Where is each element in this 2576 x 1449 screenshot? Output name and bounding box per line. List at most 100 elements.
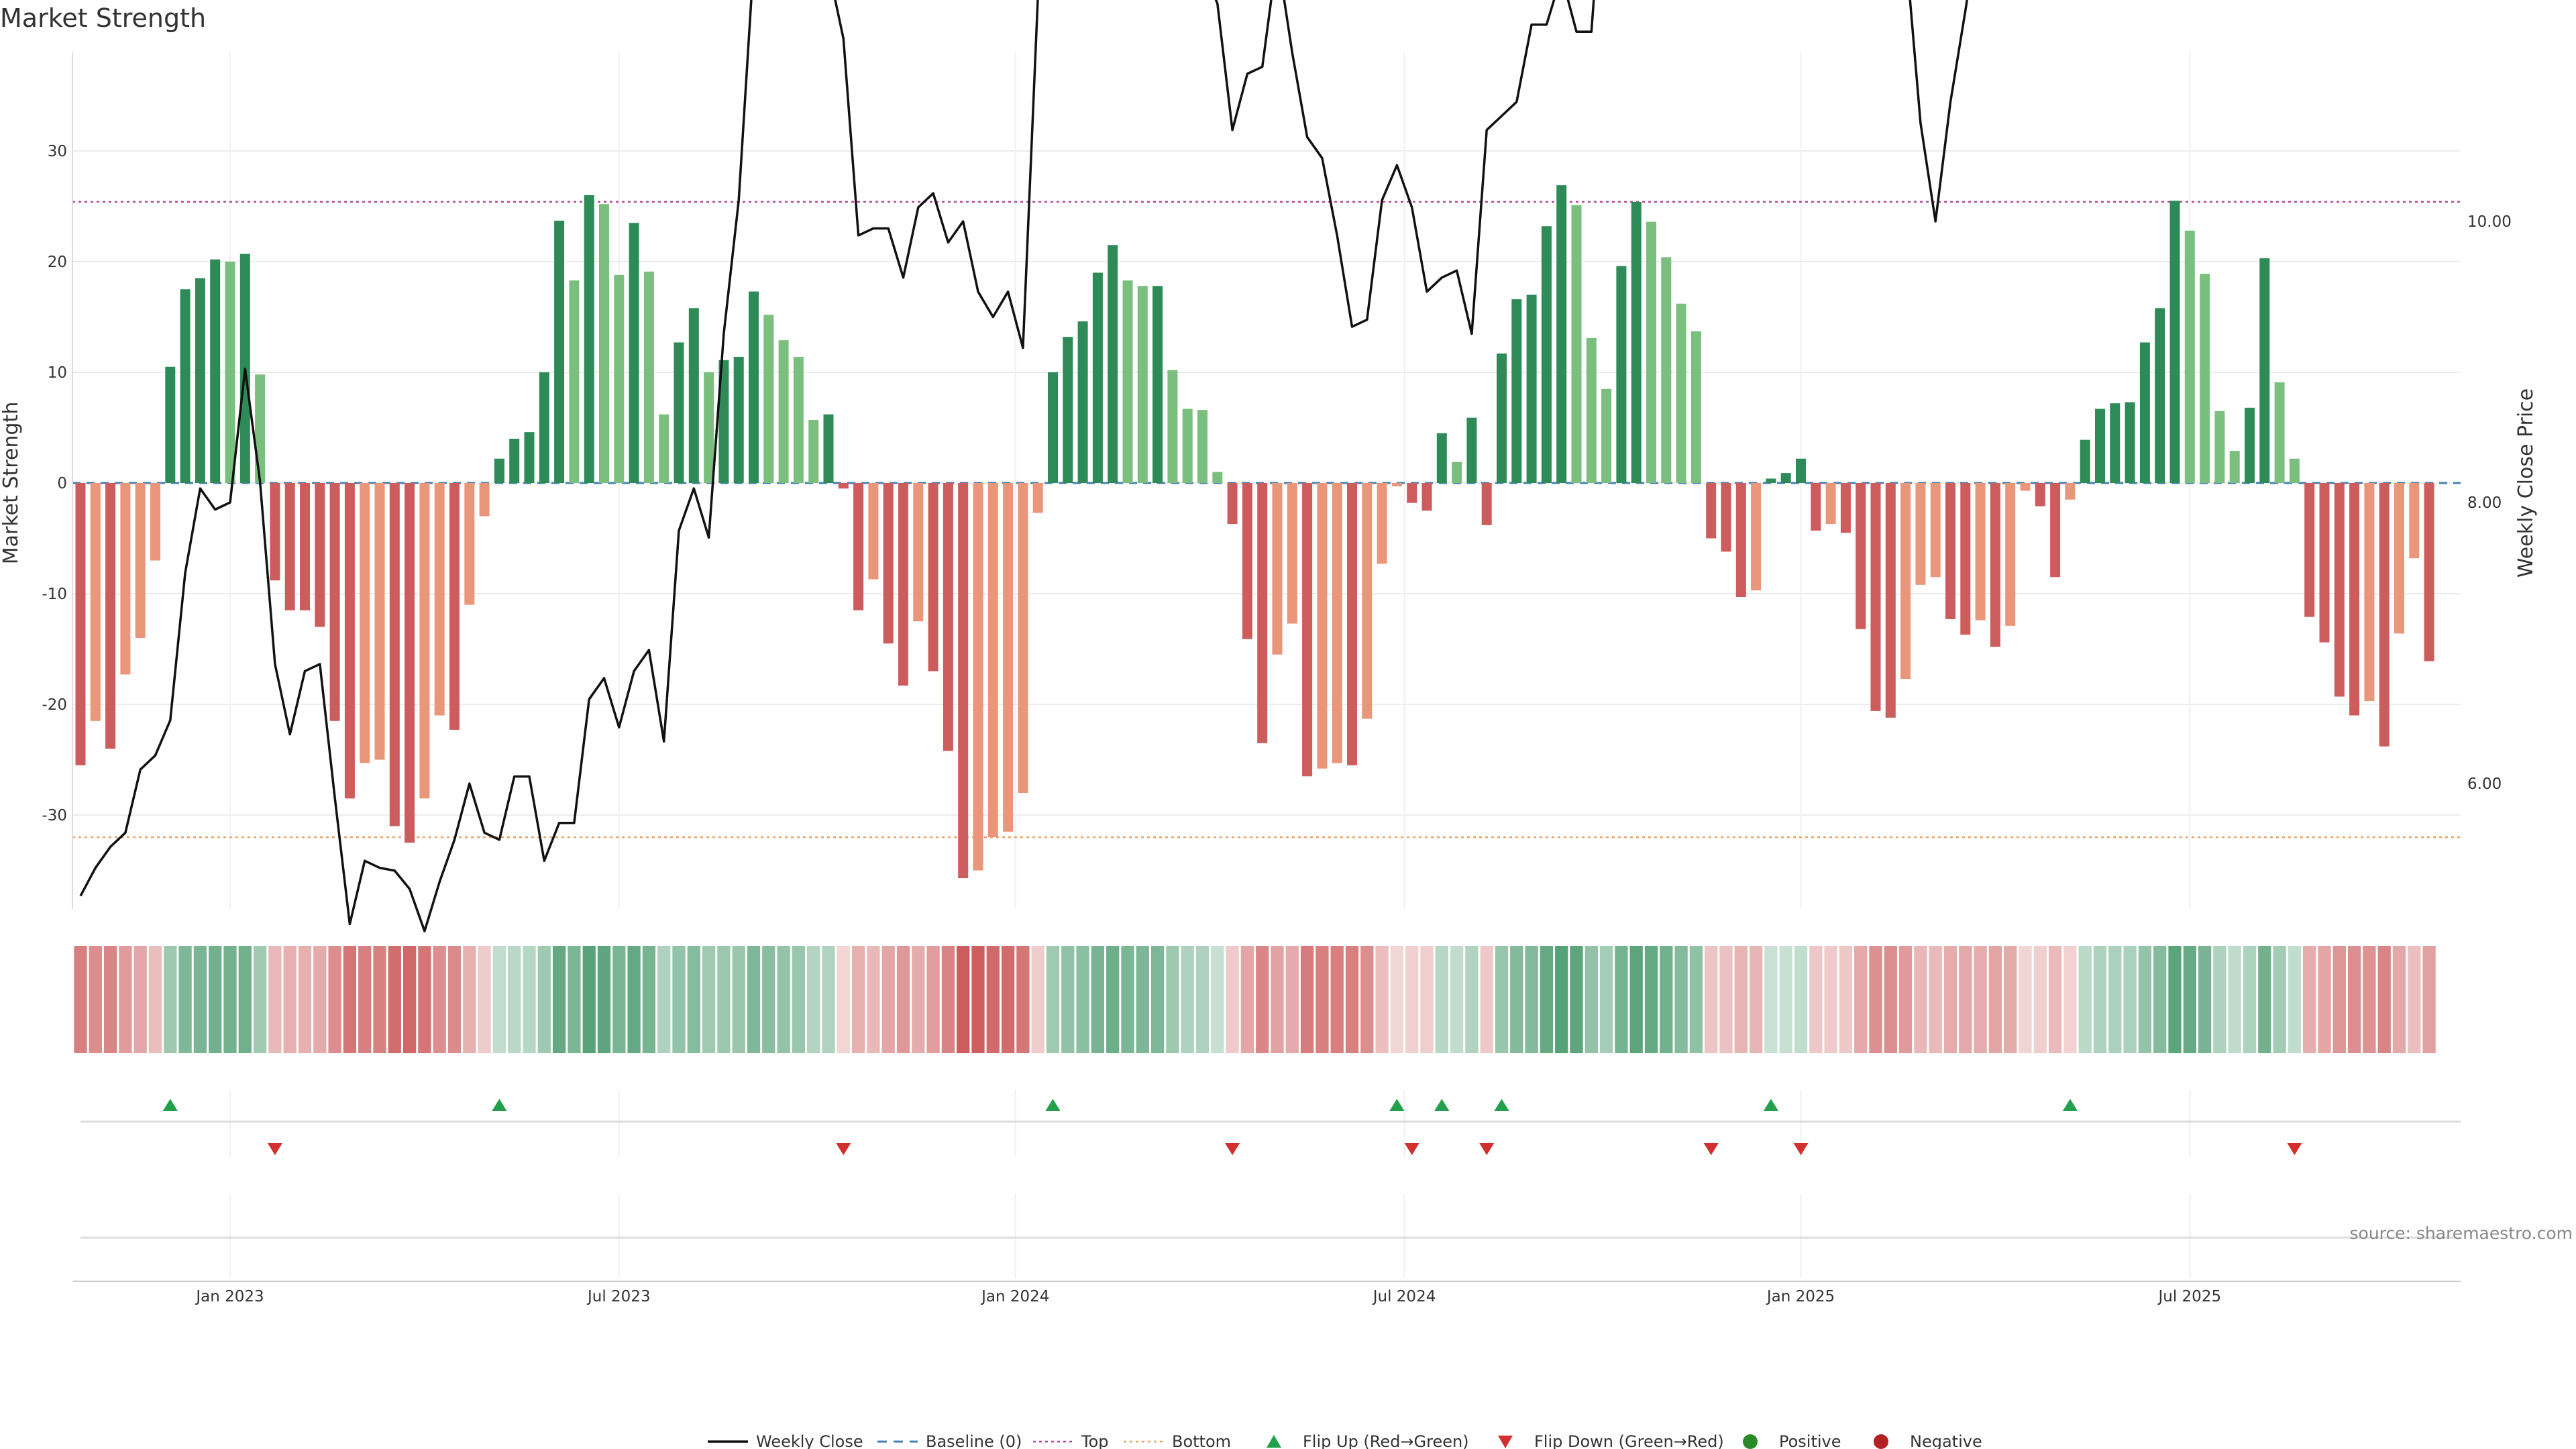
- heat-cell: [1390, 946, 1404, 1053]
- y2-tick-label: 10.00: [2467, 213, 2512, 231]
- strength-bar: [1108, 245, 1118, 483]
- heat-cell: [837, 946, 850, 1053]
- heat-cell: [552, 946, 566, 1053]
- x-tick-label: Jul 2023: [586, 1288, 651, 1305]
- strength-bar: [150, 483, 160, 561]
- strength-bar: [928, 483, 938, 672]
- heat-cell: [2198, 946, 2212, 1053]
- heat-cell: [1510, 946, 1523, 1053]
- heat-cell: [2004, 946, 2017, 1053]
- heat-cell: [1076, 946, 1089, 1053]
- heat-cell: [1555, 946, 1568, 1053]
- heat-cell: [2078, 946, 2092, 1053]
- strength-bar: [180, 289, 191, 483]
- strength-bar: [838, 483, 849, 489]
- heat-cell: [74, 946, 87, 1053]
- heat-cell: [2048, 946, 2062, 1053]
- chart-title: Market Strength: [0, 3, 206, 33]
- heat-cell: [1749, 946, 1763, 1053]
- heat-cell: [358, 946, 372, 1053]
- flip-down-marker: [1479, 1143, 1495, 1155]
- heat-cell: [867, 946, 880, 1053]
- heat-cell: [1181, 946, 1194, 1053]
- strength-bar: [524, 432, 535, 483]
- strength-bar: [2259, 258, 2270, 483]
- strength-bar: [659, 414, 669, 483]
- heat-cell: [328, 946, 341, 1053]
- heat-cell: [1375, 946, 1389, 1053]
- strength-bar: [1197, 410, 1208, 483]
- strength-bar: [1840, 483, 1851, 533]
- strength-bar: [1721, 483, 1731, 552]
- heat-cell: [582, 946, 596, 1053]
- legend-label: Flip Down (Green→Red): [1534, 1432, 1724, 1449]
- legend-label: Weekly Close: [756, 1432, 863, 1449]
- strength-bar: [987, 483, 998, 837]
- heat-cell: [1674, 946, 1688, 1053]
- legend-label: Top: [1081, 1432, 1109, 1449]
- heat-cell: [164, 946, 177, 1053]
- strength-bar: [2065, 483, 2076, 500]
- strength-bar: [2424, 483, 2434, 661]
- y-tick-label: 0: [57, 475, 67, 492]
- heat-cell: [478, 946, 491, 1053]
- heat-cell: [1316, 946, 1329, 1053]
- strength-bar: [1497, 353, 1507, 483]
- strength-bar: [1048, 372, 1058, 483]
- heat-cell: [2303, 946, 2316, 1053]
- strength-bar: [509, 439, 520, 483]
- heat-cell: [807, 946, 820, 1053]
- heat-cell: [1136, 946, 1149, 1053]
- heat-cell: [1689, 946, 1703, 1053]
- heat-cell: [1046, 946, 1060, 1053]
- strength-bar: [2155, 308, 2165, 483]
- strength-bar: [2274, 382, 2285, 483]
- strength-bar: [1421, 483, 1432, 511]
- heat-cell: [732, 946, 745, 1053]
- strength-bar: [868, 483, 879, 580]
- heat-cell: [1450, 946, 1464, 1053]
- strength-bar: [1825, 483, 1836, 525]
- heat-cell: [1150, 946, 1165, 1053]
- legend-item: Flip Up (Red→Green): [1267, 1432, 1469, 1449]
- strength-bar: [449, 483, 460, 730]
- flip-down-marker: [836, 1143, 851, 1155]
- heat-cell: [1599, 946, 1613, 1053]
- heat-cell: [1016, 946, 1030, 1053]
- heat-cell: [1988, 946, 2002, 1053]
- heat-cell: [1705, 946, 1718, 1053]
- heat-cell: [896, 946, 910, 1053]
- heat-cell: [702, 946, 716, 1053]
- strength-bar: [718, 360, 729, 483]
- strength-bar: [1796, 458, 1806, 483]
- y2-tick-label: 8.00: [2467, 494, 2502, 512]
- strength-bar: [1077, 321, 1088, 483]
- heat-cell: [2153, 946, 2167, 1053]
- heat-cell: [2347, 946, 2361, 1053]
- strength-bar: [195, 278, 205, 483]
- heat-cell: [1839, 946, 1853, 1053]
- strength-bar: [1242, 483, 1252, 639]
- heat-cell: [283, 946, 297, 1053]
- y-axis-title: Market Strength: [0, 402, 23, 564]
- flip-up-marker: [162, 1099, 178, 1111]
- strength-bar: [479, 483, 490, 517]
- heat-cell: [1121, 946, 1134, 1053]
- heat-cell: [508, 946, 521, 1053]
- heat-cell: [463, 946, 476, 1053]
- strength-bar: [1960, 483, 1971, 635]
- strength-bar: [2379, 483, 2390, 747]
- strength-bar: [1690, 331, 1701, 483]
- x-tick-label: Jul 2024: [1372, 1288, 1436, 1305]
- y-tick-label: 10: [48, 364, 67, 382]
- heat-cell: [2138, 946, 2152, 1053]
- strength-bar: [1167, 370, 1178, 483]
- strength-bar: [2394, 483, 2404, 634]
- heat-cell: [1854, 946, 1868, 1053]
- strength-bar: [494, 458, 504, 483]
- strength-bar: [405, 483, 415, 843]
- strength-bar: [284, 483, 295, 610]
- strength-bar: [913, 483, 924, 622]
- flip-up-marker: [1763, 1099, 1778, 1111]
